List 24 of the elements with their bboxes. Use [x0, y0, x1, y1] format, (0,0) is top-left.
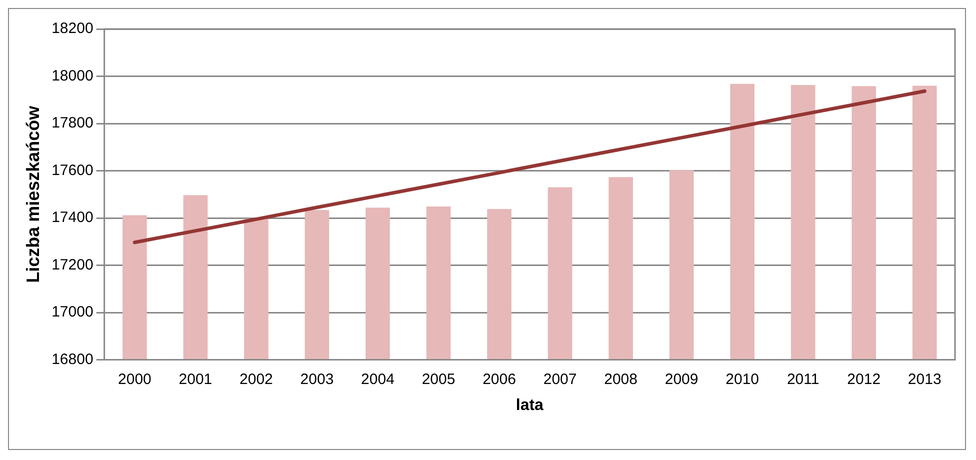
x-tick-label: 2011 — [786, 370, 820, 388]
x-tick-label: 2008 — [604, 370, 638, 388]
x-tick-label: 2007 — [543, 370, 577, 388]
y-tick-label: 17600 — [52, 162, 94, 179]
y-tick-label: 17200 — [52, 256, 94, 274]
x-tick-label: 2005 — [422, 370, 456, 388]
x-tick-label: 2009 — [664, 370, 698, 388]
x-tick-label: 2004 — [361, 370, 394, 388]
x-tick-label: 2000 — [118, 370, 152, 388]
y-tick-label: 17400 — [52, 209, 94, 226]
x-tick-label: 2001 — [178, 370, 212, 388]
y-tick-label: 17000 — [52, 304, 94, 321]
x-tick-label: 2013 — [908, 370, 942, 388]
y-tick-label: 17800 — [52, 114, 94, 132]
x-tick-label: 2010 — [726, 370, 760, 388]
y-tick-label: 18200 — [52, 20, 94, 38]
x-tick-label: 2012 — [847, 370, 881, 388]
x-tick-label: 2006 — [482, 370, 516, 388]
y-tick-label: 18000 — [52, 67, 94, 84]
y-tick-label: 16800 — [52, 350, 94, 368]
x-axis-title: lata — [516, 396, 544, 414]
x-tick-label: 2003 — [300, 370, 334, 388]
y-axis-title: Liczba mieszkańców — [22, 104, 43, 283]
x-tick-label: 2002 — [240, 370, 273, 388]
